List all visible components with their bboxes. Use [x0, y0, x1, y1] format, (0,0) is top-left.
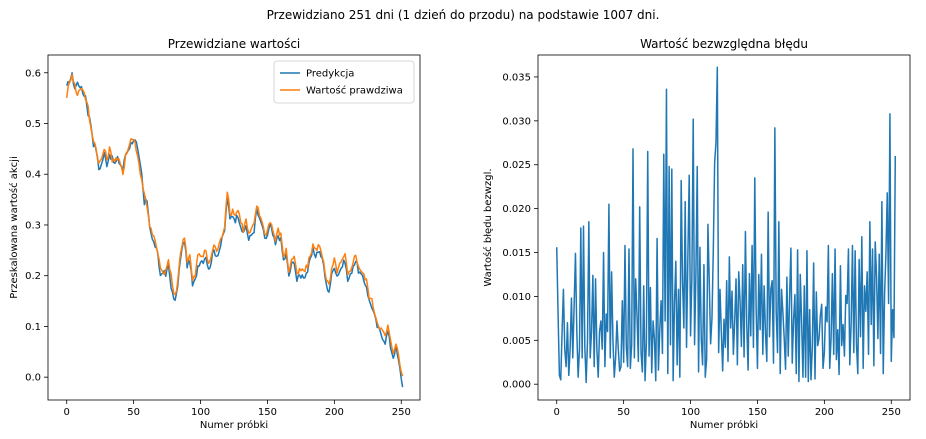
- x-tick-label: 0: [554, 407, 560, 418]
- x-axis-label: Numer próbki: [690, 419, 758, 431]
- y-tick-label: 0.015: [502, 248, 531, 259]
- legend-label: Wartość prawdziwa: [306, 85, 403, 97]
- y-tick-label: 0.6: [25, 68, 41, 79]
- x-tick-label: 200: [815, 407, 834, 418]
- x-tick-label: 50: [617, 407, 630, 418]
- series-line-error: [555, 66, 897, 384]
- chart-title: Wartość bezwzględna błędu: [640, 37, 808, 51]
- y-tick-label: 0.1: [25, 322, 41, 333]
- y-tick-label: 0.5: [25, 119, 41, 130]
- x-tick-label: 200: [325, 407, 344, 418]
- y-tick-label: 0.025: [502, 160, 531, 171]
- x-tick-label: 100: [191, 407, 210, 418]
- y-tick-label: 0.2: [25, 271, 41, 282]
- x-tick-label: 250: [882, 407, 901, 418]
- chart-left-predicted-values: Przewidziane wartości 0 50 100 150 200 250 0.0 0…: [8, 37, 421, 431]
- x-tick-label: 250: [392, 407, 411, 418]
- series-line-predykcja: [66, 72, 404, 388]
- plot-frame: [47, 54, 421, 401]
- chart-right-absolute-error: Wartość bezwzględna błędu 0 50 100 150 200 250…: [482, 37, 911, 431]
- y-tick-label: 0.0: [25, 373, 41, 384]
- chart-title: Przewidziane wartości: [168, 37, 301, 51]
- x-tick-label: 0: [64, 407, 70, 418]
- y-tick-label: 0.030: [502, 116, 531, 127]
- legend: Predykcja Wartość prawdziwa: [273, 60, 415, 104]
- y-tick-label: 0.4: [25, 170, 41, 181]
- series-line-warto-prawdziwa: [65, 73, 404, 377]
- y-tick-label: 0.010: [502, 292, 531, 303]
- x-tick-label: 50: [127, 407, 140, 418]
- legend-box: [273, 60, 415, 104]
- y-tick-label: 0.3: [25, 220, 41, 231]
- y-tick-label: 0.005: [502, 336, 531, 347]
- x-tick-label: 100: [681, 407, 700, 418]
- legend-label: Predykcja: [306, 69, 354, 80]
- plot-frame: [537, 54, 911, 401]
- x-axis-label: Numer próbki: [200, 419, 268, 431]
- y-axis-label: Wartość błędu bezwzgl.: [482, 168, 494, 286]
- y-tick-label: 0.035: [502, 72, 531, 83]
- y-tick-label: 0.020: [502, 204, 531, 215]
- y-tick-label: 0.000: [502, 380, 531, 391]
- x-tick-label: 150: [258, 407, 277, 418]
- y-axis-label: Przeskalowana wartość akcji: [8, 156, 20, 299]
- x-tick-label: 150: [748, 407, 767, 418]
- figure-title: Przewidziano 251 dni (1 dzień do przodu)…: [267, 8, 660, 22]
